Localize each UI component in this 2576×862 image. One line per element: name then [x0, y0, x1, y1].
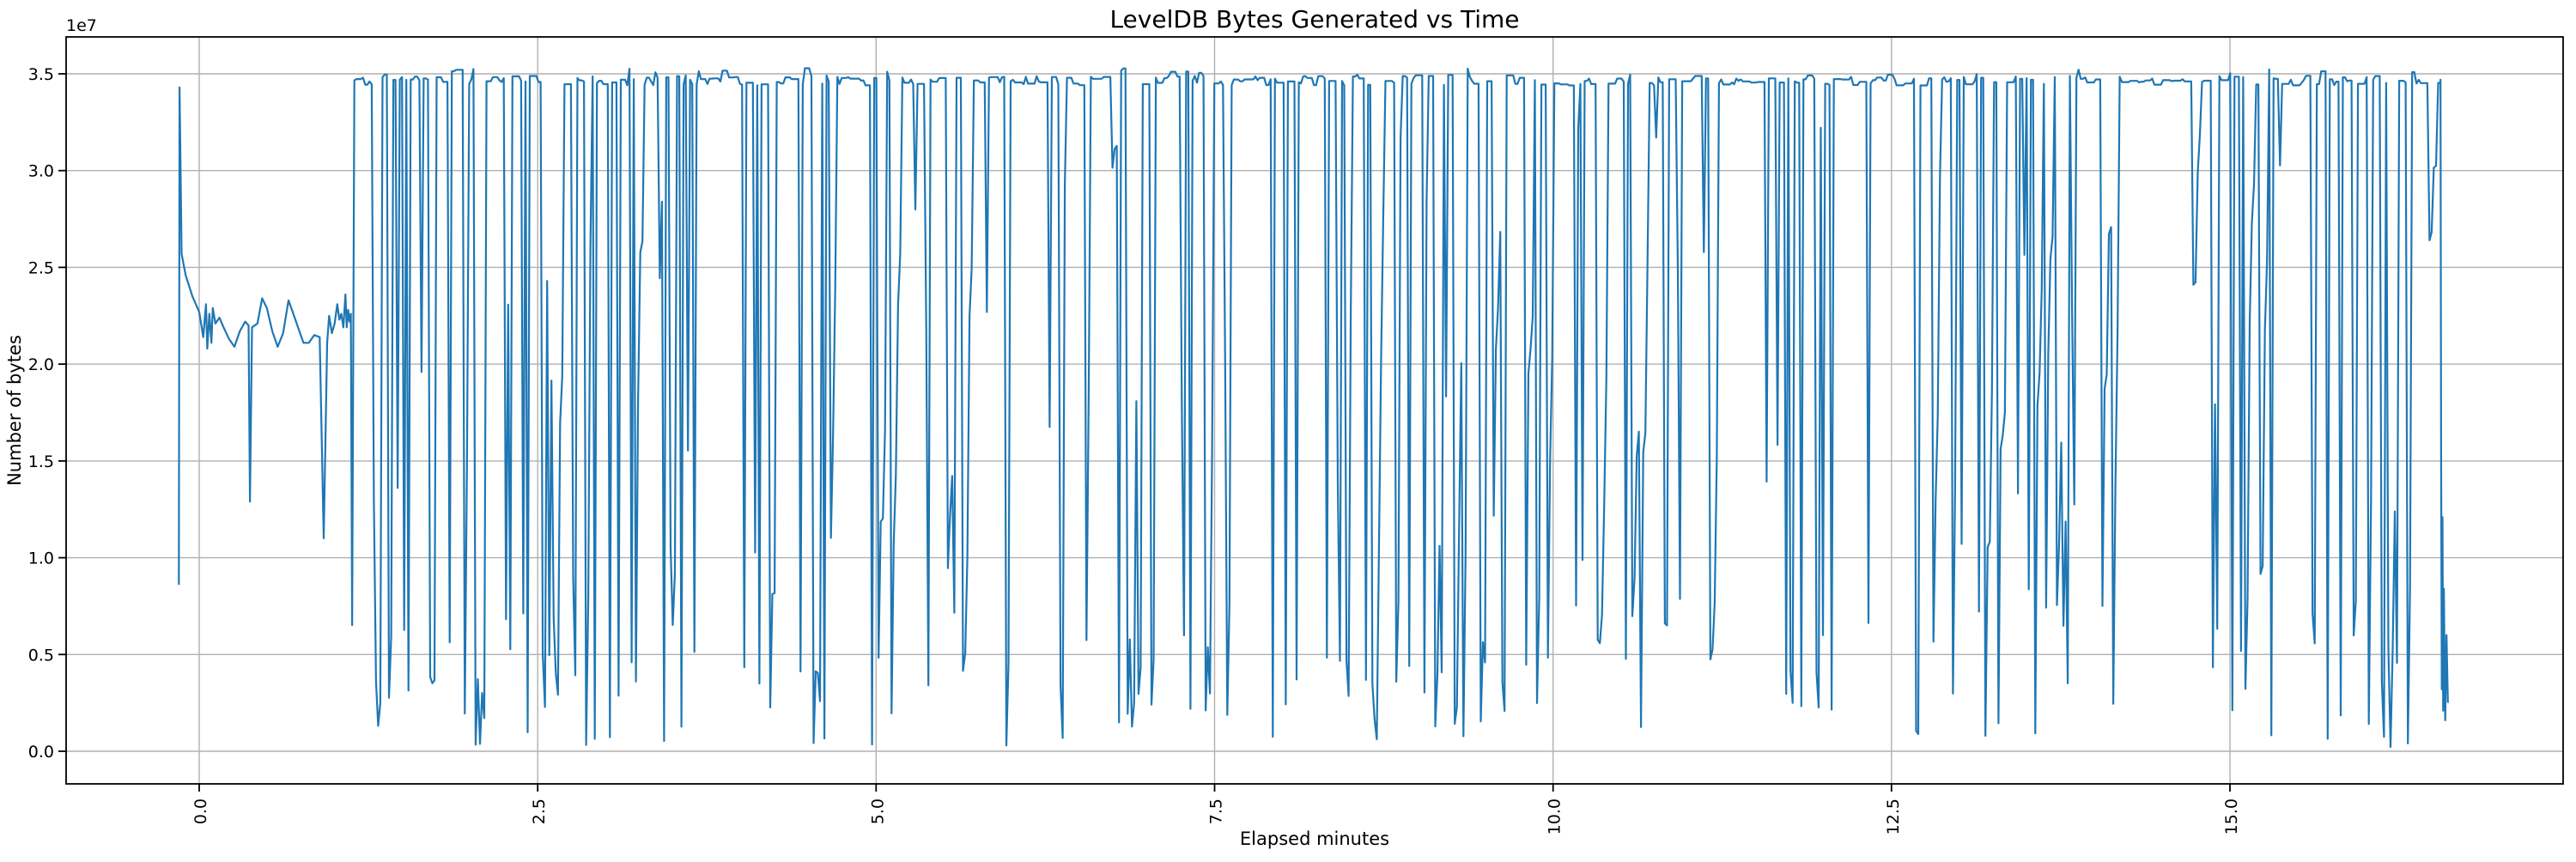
y-tick-labels: 0.0 0.5 1.0 1.5 2.0 2.5 3.0 3.5: [28, 65, 54, 762]
y-tick-label: 1.0: [28, 549, 54, 568]
x-tick-label: 5.0: [868, 798, 887, 824]
y-tick-label: 2.5: [28, 258, 54, 277]
x-axis-label: Elapsed minutes: [1240, 829, 1389, 849]
x-tick-label: 2.5: [530, 798, 549, 824]
y-tick-label: 3.5: [28, 65, 54, 84]
y-tick-label: 0.5: [28, 646, 54, 665]
x-tick-label: 12.5: [1884, 798, 1903, 835]
plot-border: [65, 36, 2564, 785]
x-tick-label: 10.0: [1546, 798, 1564, 835]
tick-marks: [58, 73, 2231, 792]
series-line: [178, 67, 2449, 749]
y-tick-label: 0.0: [28, 743, 54, 762]
x-tick-label: 0.0: [191, 798, 210, 824]
x-tick-label: 15.0: [2222, 798, 2241, 835]
x-tick-labels: 0.0 2.5 5.0 7.5 10.0 12.5 15.0: [191, 798, 2241, 835]
y-axis-label: Number of bytes: [4, 335, 25, 486]
y-tick-label: 1.5: [28, 452, 54, 471]
y-tick-label: 3.0: [28, 162, 54, 181]
y-tick-label: 2.0: [28, 355, 54, 374]
chart-title: LevelDB Bytes Generated vs Time: [1109, 5, 1519, 33]
gridlines: [66, 37, 2563, 784]
x-tick-label: 7.5: [1207, 798, 1226, 824]
y-axis-offset-label: 1e7: [66, 16, 97, 35]
